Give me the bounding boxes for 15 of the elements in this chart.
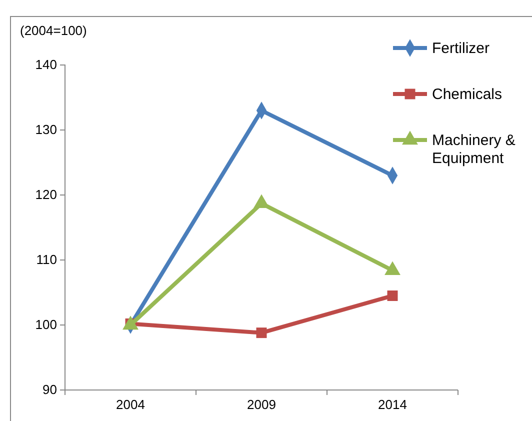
y-tick-label: 140 (35, 57, 57, 72)
y-tick-label: 90 (42, 382, 57, 398)
y-axis-title: (2004=100) (20, 23, 87, 38)
y-tick-label: 110 (36, 252, 57, 268)
legend-label: Machinery & Equipment (432, 132, 516, 167)
y-tick-label: 130 (35, 122, 57, 138)
legend-label: Chemicals (432, 86, 502, 103)
point (387, 290, 398, 301)
x-tick-label: 2009 (247, 397, 276, 412)
x-tick-label: 2004 (116, 397, 145, 412)
point (256, 328, 267, 338)
y-tick-label: 120 (35, 187, 57, 202)
legend-label: Fertilizer (432, 40, 490, 57)
x-tick-label: 2014 (378, 397, 407, 412)
y-tick-label: 100 (35, 317, 57, 332)
